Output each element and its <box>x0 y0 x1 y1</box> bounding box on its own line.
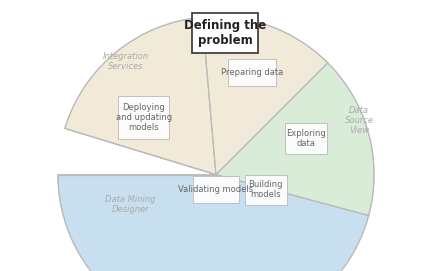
Text: Deploying
and updating
models: Deploying and updating models <box>116 102 172 132</box>
Text: Data Mining
Designer: Data Mining Designer <box>105 195 155 214</box>
Text: Building
models: Building models <box>248 180 283 199</box>
Text: Defining the
problem: Defining the problem <box>184 19 266 47</box>
Wedge shape <box>58 175 369 271</box>
Text: Validating models: Validating models <box>179 185 254 194</box>
Text: Integration
Services: Integration Services <box>103 52 149 72</box>
Wedge shape <box>216 63 374 215</box>
Text: Data
Source
View: Data Source View <box>344 105 374 135</box>
FancyBboxPatch shape <box>228 59 276 86</box>
Text: Exploring
data: Exploring data <box>287 129 326 148</box>
Wedge shape <box>65 17 216 175</box>
Wedge shape <box>202 17 328 175</box>
FancyBboxPatch shape <box>118 96 169 138</box>
FancyBboxPatch shape <box>245 175 287 205</box>
FancyBboxPatch shape <box>194 176 239 203</box>
Text: Preparing data: Preparing data <box>221 68 283 77</box>
FancyBboxPatch shape <box>192 13 258 53</box>
FancyBboxPatch shape <box>285 124 327 154</box>
